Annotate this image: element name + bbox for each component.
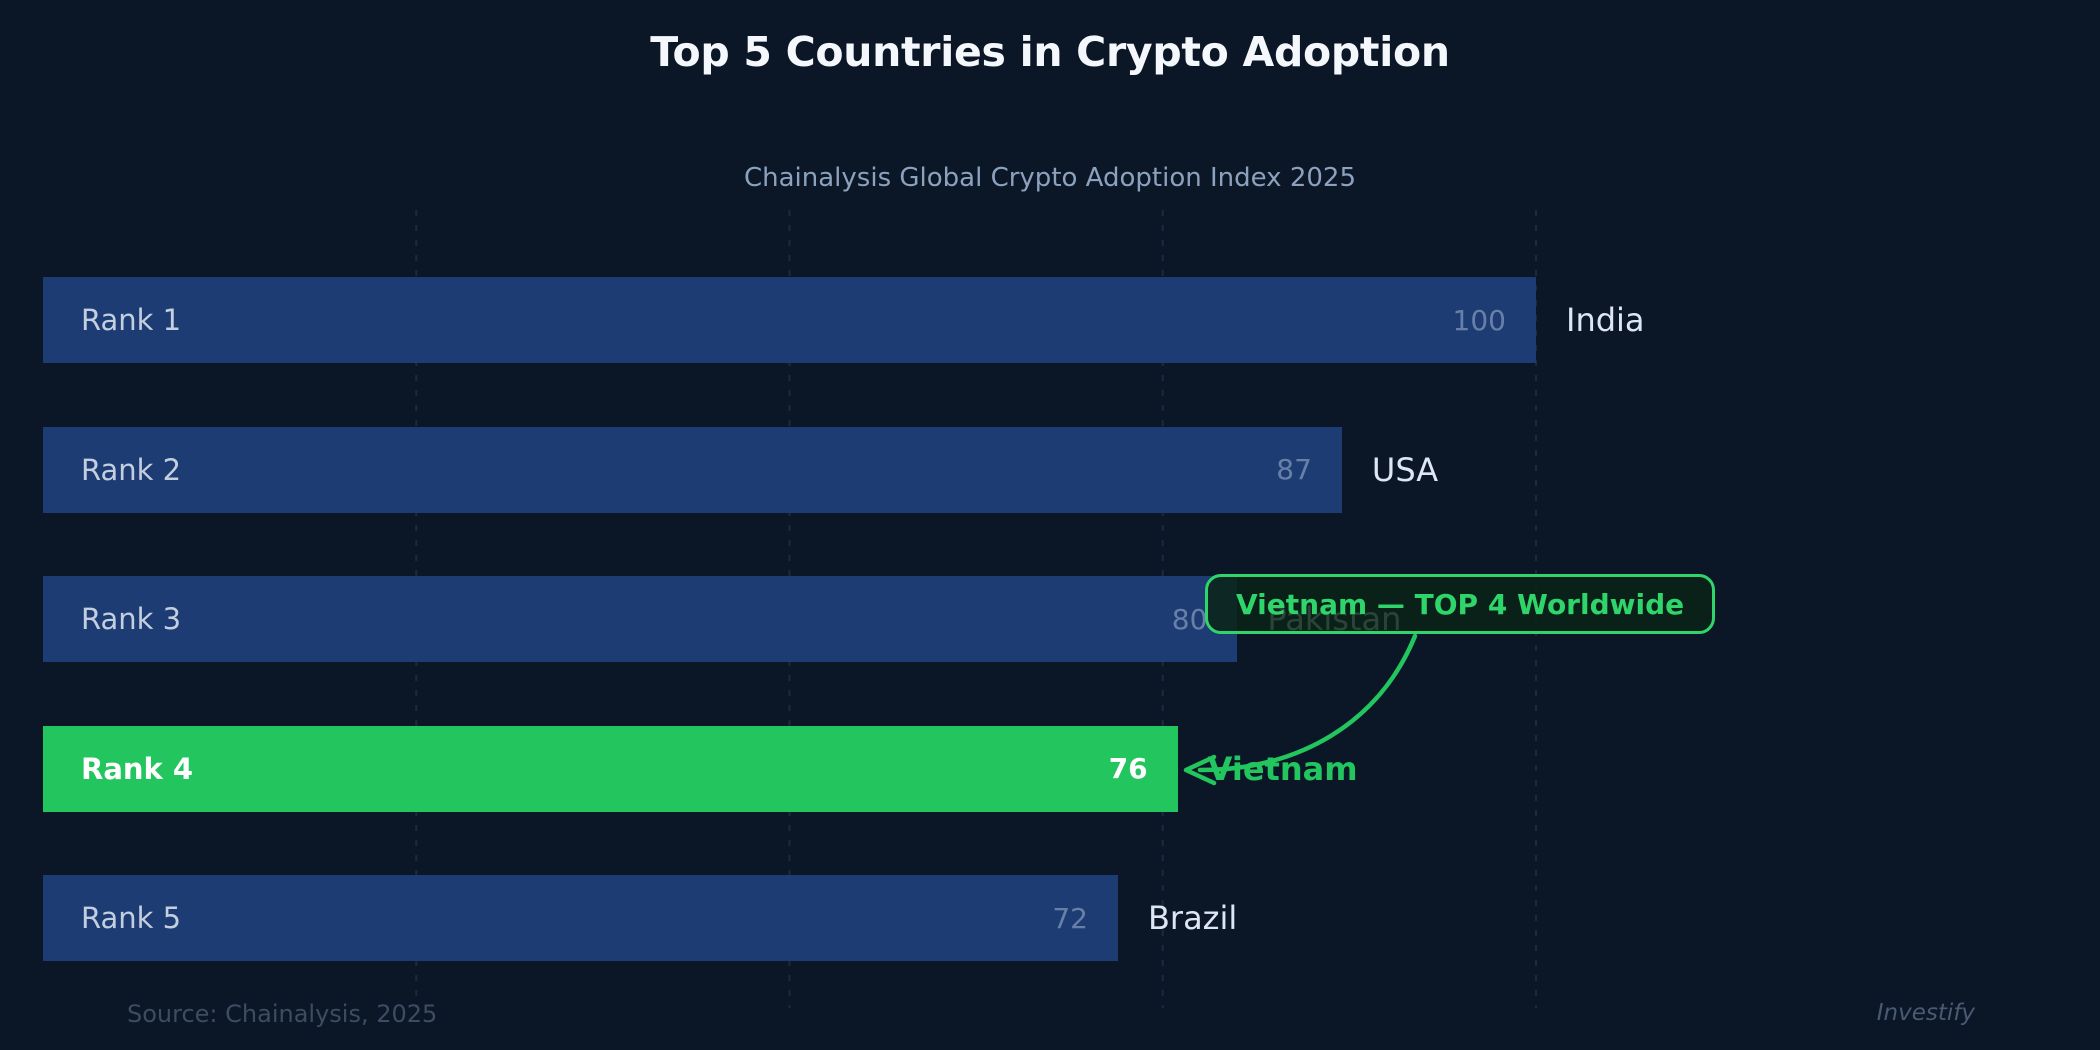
bar: Rank 1 100: [43, 277, 1536, 363]
bar-row: Rank 1 100 India: [0, 277, 2100, 363]
value-label: 80: [1171, 602, 1208, 636]
bar: Rank 2 87: [43, 426, 1342, 513]
brand-watermark: Investify: [1876, 1000, 1975, 1026]
value-label: 72: [1052, 901, 1088, 935]
country-label: USA: [1371, 450, 1439, 489]
bar-row: Rank 380Pakistan: [0, 576, 2100, 662]
bar-row: Rank 4 76 Vietnam: [0, 725, 2100, 812]
country-label: Brazil: [1147, 899, 1238, 937]
chart-subtitle: Chainalysis Global Crypto Adoption Index…: [743, 163, 1356, 193]
bar: Rank 4 76: [43, 725, 1178, 812]
country-label: India: [1566, 301, 1645, 339]
bar: Rank 5 72: [43, 875, 1118, 961]
bar-row: Rank 2 87 USA: [0, 426, 2100, 513]
chart-title: Top 5 Countries in Crypto Adoption: [650, 28, 1450, 76]
value-label: 100: [1452, 303, 1506, 337]
bar: Rank 3 80: [43, 576, 1238, 662]
country-label: Vietnam: [1207, 749, 1358, 788]
rank-label: Rank 2: [81, 452, 182, 487]
rank-label: Rank 3: [81, 602, 182, 636]
vietnam-callout-badge: Vietnam — TOP 4 Worldwide: [1205, 574, 1716, 634]
value-label: 87: [1276, 453, 1312, 486]
rank-label: Rank 5: [81, 901, 182, 935]
source-caption: Source: Chainalysis, 2025: [127, 1000, 438, 1028]
bar-row: Rank 5 72 Brazil: [0, 875, 2100, 961]
value-label: 76: [1108, 752, 1148, 785]
rank-label: Rank 1: [81, 303, 182, 337]
rank-label: Rank 4: [81, 751, 194, 786]
